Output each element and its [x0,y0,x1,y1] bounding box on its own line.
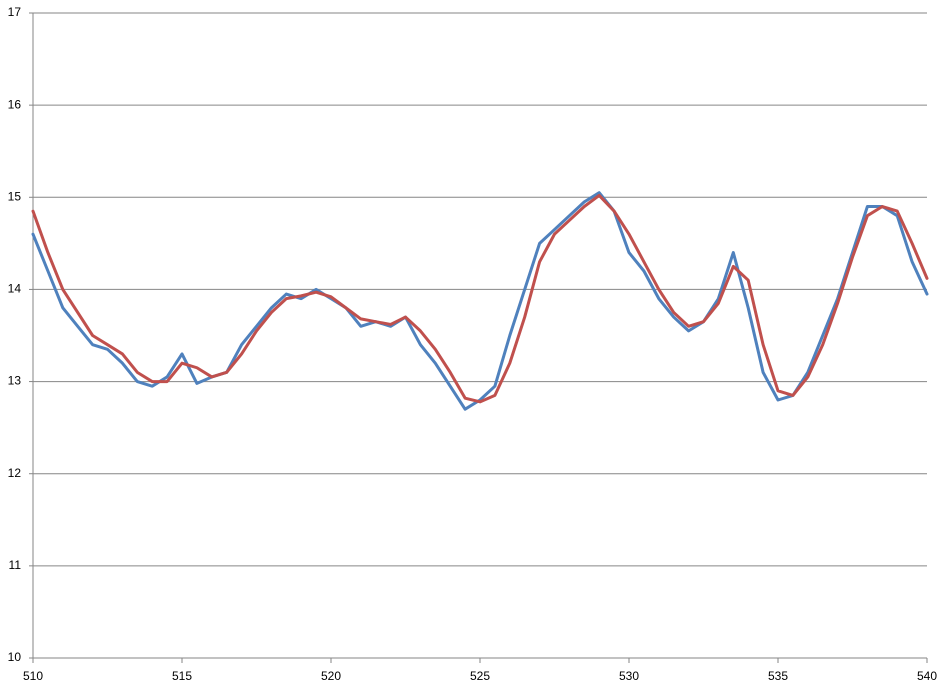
x-tick-label: 510 [23,669,43,683]
y-tick-label: 16 [8,97,22,111]
y-tick-label: 17 [8,5,22,19]
y-tick-label: 13 [8,374,22,388]
x-tick-label: 535 [768,669,788,683]
y-tick-label: 15 [8,189,22,203]
y-tick-label: 10 [8,650,22,664]
x-tick-label: 520 [321,669,341,683]
x-tick-label: 540 [917,669,937,683]
y-tick-label: 14 [8,282,22,296]
x-tick-label: 515 [172,669,192,683]
line-series [31,193,929,404]
y-tick-label: 11 [9,558,22,572]
y-tick-label: 12 [8,466,22,480]
x-tick-label: 530 [619,669,639,683]
x-tick-label: 525 [470,669,490,683]
line-series [31,191,929,411]
